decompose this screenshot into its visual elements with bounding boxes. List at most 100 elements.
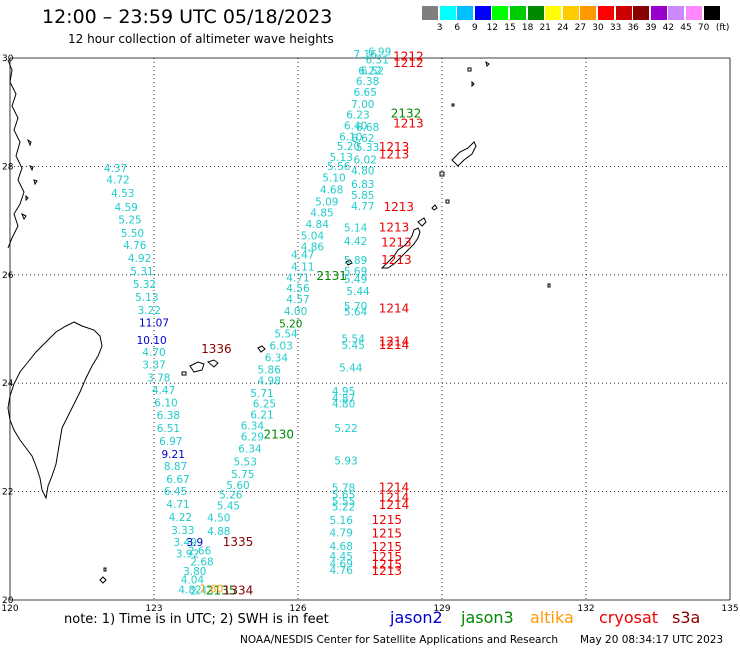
wave-height-label: 5.09 (315, 196, 338, 208)
color-scale-label: 70 (697, 23, 710, 33)
color-scale-label: 9 (471, 23, 478, 33)
wave-height-label: 5.69 (344, 266, 367, 278)
wave-height-label: 4.68 (320, 185, 343, 197)
wave-height-label: 5.70 (344, 301, 367, 313)
color-swatch (686, 6, 702, 20)
pass-time-label: 1213 (381, 236, 412, 250)
wave-height-label: 5.14 (344, 222, 368, 234)
wave-height-label: 4.57 (286, 294, 309, 306)
wave-height-label: 5.75 (231, 469, 254, 481)
wave-height-label: 4.72 (106, 175, 129, 187)
wave-height-label: 6.83 (351, 179, 374, 191)
wave-height-label: 6.25 (253, 399, 276, 411)
wave-height-label: 5.31 (130, 266, 153, 278)
wave-height-label: 5.04 (301, 231, 325, 243)
color-scale-label: 6 (454, 23, 461, 33)
satellite-legend-cryosat: cryosat (599, 608, 659, 627)
wave-height-label: 5.44 (346, 286, 370, 298)
pass-time-label: 1214 (379, 334, 410, 348)
wave-height-label: 6.29 (241, 432, 264, 444)
color-swatch (615, 6, 632, 20)
pass-time-label: 2135 (206, 584, 237, 598)
color-swatch (703, 6, 720, 20)
wave-height-label: 4.42 (344, 236, 367, 248)
wave-height-label: 3.9 (186, 537, 203, 549)
wave-height-label: 4.71 (166, 499, 189, 511)
satellite-legend-jason2: jason2 (390, 608, 443, 627)
pass-time-label: 1215 (372, 527, 403, 541)
credit-line: NOAA/NESDIS Center for Satellite Applica… (240, 634, 558, 646)
wave-height-label: 6.31 (366, 54, 389, 66)
pass-time-label: 1215 (372, 550, 403, 564)
pass-time-label: 1336 (201, 342, 232, 356)
pass-time-label: 1215 (372, 540, 403, 554)
wave-height-label: 4.77 (351, 201, 374, 213)
wave-height-label: 3.80 (183, 566, 206, 578)
wave-height-label: 5.45 (342, 340, 365, 352)
color-swatch (545, 6, 562, 20)
wave-height-label: 6.34 (265, 353, 289, 365)
pass-time-label: 1213 (379, 147, 410, 161)
wave-height-label: 5.54 (342, 334, 366, 346)
wave-height-label: 3.78 (147, 373, 170, 385)
color-swatch (510, 6, 526, 20)
wave-height-label: 4.68 (330, 541, 353, 553)
pass-time-label: 1212 (393, 56, 424, 70)
satellite-legend-s3a: s3a (672, 608, 701, 627)
wave-height-label: 2.66 (188, 545, 212, 557)
wave-height-label: 4.47 (291, 250, 314, 262)
color-swatch (668, 6, 685, 20)
pass-time-label: 1213 (372, 564, 403, 578)
wave-height-label: 4.80 (351, 166, 374, 178)
wave-height-label: 4.85 (310, 207, 333, 219)
wave-height-label: 5.16 (330, 515, 354, 527)
wave-height-label: 5.53 (234, 457, 257, 469)
wave-height-label: 4.86 (301, 241, 325, 253)
wave-height-label: 6.52 (361, 65, 384, 77)
color-swatch (527, 6, 544, 20)
color-swatch (457, 6, 474, 20)
wave-height-label: 3.37 (142, 360, 165, 372)
pass-time-label: 1213 (384, 200, 415, 214)
pass-time-label: 1334 (223, 584, 254, 598)
wave-height-label: 6.97 (159, 436, 182, 448)
wave-height-label: 4.88 (207, 526, 230, 538)
wave-height-label: 5.54 (274, 329, 298, 341)
wave-height-label: 3.33 (171, 525, 194, 537)
wave-height-label: 5.25 (118, 214, 141, 226)
pass-time-label: 1213 (381, 253, 412, 267)
pass-time-label: 2130 (264, 427, 295, 441)
lat-tick-label: 28 (2, 162, 14, 172)
yaeyama-islands (181, 345, 266, 376)
wave-height-label: 4.56 (286, 283, 310, 295)
wave-height-label: 5.10 (322, 173, 345, 185)
units-note: note: 1) Time is in UTC; 2) SWH is in fe… (64, 612, 329, 627)
color-swatch (439, 6, 456, 20)
color-swatch (562, 6, 579, 20)
wave-height-label: 5.49 (344, 274, 367, 286)
wave-height-label: 5.20 (279, 318, 302, 330)
wave-height-label: 6.99 (368, 46, 391, 58)
wave-height-label: 6.22 (358, 65, 381, 77)
color-scale-label: 21 (539, 23, 551, 33)
lon-tick-label: 126 (289, 604, 306, 614)
wave-height-label: 4.84 (306, 219, 330, 231)
wave-height-label: 4.79 (330, 528, 353, 540)
lon-tick-label: 123 (145, 604, 162, 614)
wave-height-label: 4.04 (181, 575, 205, 587)
amami-coastline (417, 199, 450, 227)
color-scale-label: 3 (436, 23, 443, 33)
wave-height-label: 1.60 (200, 583, 223, 595)
color-scale-unit: (ft) (715, 23, 730, 33)
wave-height-label: 4.53 (111, 188, 134, 200)
wave-height-label: 5.13 (135, 292, 158, 304)
color-scale-label: 39 (645, 23, 657, 33)
lat-tick-label: 24 (2, 379, 14, 389)
wave-height-label: 6.38 (356, 76, 379, 88)
color-scale-label: 33 (609, 23, 622, 33)
wave-height-label: 6.51 (157, 423, 180, 435)
wave-height-label: 4.11 (291, 261, 314, 273)
wave-height-label: 4.45 (330, 551, 353, 563)
wave-height-label: 4.76 (330, 565, 354, 577)
wave-height-label: 6.23 (346, 110, 369, 122)
